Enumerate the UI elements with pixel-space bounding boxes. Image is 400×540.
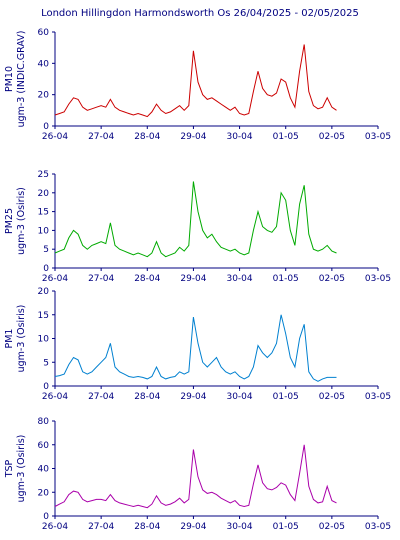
x-tick-label: 28-04	[134, 392, 160, 402]
x-tick-label: 30-04	[226, 132, 252, 142]
x-tick-label: 03-05	[365, 522, 391, 532]
y-tick-label: 5	[43, 358, 49, 368]
y-tick-label: 15	[38, 311, 49, 321]
y-tick-label: 10	[38, 226, 50, 236]
x-tick-label: 29-04	[180, 132, 206, 142]
x-tick-label: 27-04	[88, 132, 114, 142]
x-tick-label: 03-05	[365, 132, 391, 142]
y-tick-label: 40	[38, 465, 50, 475]
chart-title: London Hillingdon Harmondsworth Os 26/04…	[41, 8, 359, 19]
x-tick-label: 28-04	[134, 274, 160, 284]
y-axis-label: PM25	[4, 208, 15, 234]
y-tick-label: 80	[38, 417, 50, 427]
x-tick-label: 28-04	[134, 132, 160, 142]
x-tick-label: 30-04	[226, 522, 252, 532]
series-line	[54, 44, 337, 118]
x-tick-label: 27-04	[88, 274, 114, 284]
y-tick-label: 5	[43, 245, 49, 255]
y-tick-label: 15	[38, 208, 49, 218]
series-line	[54, 181, 337, 258]
x-tick-label: 02-05	[319, 522, 345, 532]
y-tick-label: 0	[43, 382, 49, 392]
y-tick-label: 0	[43, 512, 49, 522]
x-tick-label: 26-04	[42, 274, 68, 284]
x-tick-label: 29-04	[180, 274, 206, 284]
x-tick-label: 27-04	[88, 522, 114, 532]
y-axis-unit-label: ugm-3 (Osiris)	[16, 305, 27, 373]
y-tick-label: 20	[38, 287, 50, 297]
y-axis-label: TSP	[4, 459, 15, 478]
x-tick-label: 26-04	[42, 132, 68, 142]
y-axis-unit-label: ugm-3 (Osiris)	[16, 435, 27, 503]
x-tick-label: 02-05	[319, 392, 345, 402]
x-tick-label: 01-05	[273, 274, 299, 284]
y-tick-label: 60	[38, 28, 50, 38]
x-tick-label: 26-04	[42, 392, 68, 402]
y-tick-label: 0	[43, 122, 49, 132]
y-axis-unit-label: ugm-3 (INDIC.GRAV)	[16, 31, 27, 128]
series-line	[54, 444, 337, 509]
x-tick-label: 02-05	[319, 274, 345, 284]
y-tick-label: 20	[38, 91, 50, 101]
y-tick-label: 25	[38, 170, 49, 180]
y-tick-label: 60	[38, 441, 50, 451]
x-tick-label: 01-05	[273, 392, 299, 402]
y-tick-label: 10	[38, 335, 50, 345]
x-tick-label: 27-04	[88, 392, 114, 402]
x-tick-label: 03-05	[365, 392, 391, 402]
x-tick-label: 26-04	[42, 522, 68, 532]
x-tick-label: 01-05	[273, 132, 299, 142]
x-tick-label: 29-04	[180, 392, 206, 402]
y-axis-unit-label: ugm-3 (Osiris)	[16, 187, 27, 255]
x-tick-label: 28-04	[134, 522, 160, 532]
series-line	[54, 314, 337, 382]
x-tick-label: 03-05	[365, 274, 391, 284]
x-tick-label: 01-05	[273, 522, 299, 532]
y-tick-label: 20	[38, 189, 50, 199]
x-tick-label: 30-04	[226, 392, 252, 402]
y-axis-label: PM1	[4, 329, 15, 349]
x-tick-label: 02-05	[319, 132, 345, 142]
y-axis-label: PM10	[4, 66, 15, 92]
y-tick-label: 0	[43, 264, 49, 274]
x-tick-label: 30-04	[226, 274, 252, 284]
x-tick-label: 29-04	[180, 522, 206, 532]
y-tick-label: 40	[38, 59, 50, 69]
y-tick-label: 20	[38, 488, 50, 498]
